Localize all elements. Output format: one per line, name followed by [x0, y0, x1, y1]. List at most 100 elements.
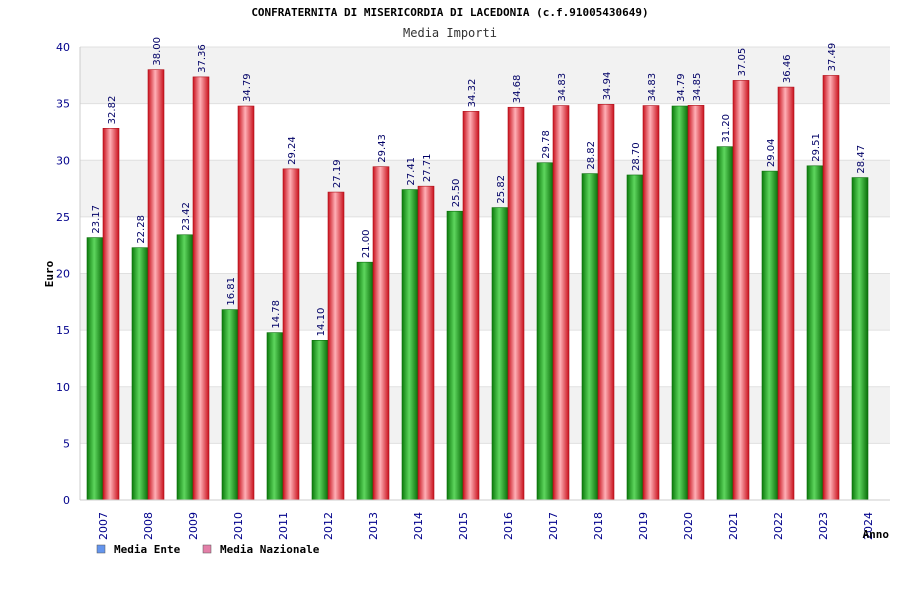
- x-tick-label: 2009: [187, 512, 200, 540]
- x-tick-label: 2024: [862, 512, 875, 540]
- value-label: 28.70: [631, 142, 642, 171]
- bar-media-ente: [131, 247, 149, 501]
- bar-media-nazionale: [777, 86, 795, 501]
- axes: 0 5 10 15 20 25 30 35 40 2007 2008 2009 2010 2011 2012…: [56, 41, 890, 540]
- value-label: 16.81: [226, 277, 237, 306]
- y-tick-label: 15: [56, 324, 70, 337]
- value-label: 28.82: [586, 141, 597, 170]
- bar-media-nazionale: [417, 185, 435, 501]
- bar-media-nazionale: [147, 69, 165, 501]
- value-label: 25.50: [451, 179, 462, 208]
- x-tick-label: 2019: [637, 512, 650, 540]
- bar-media-nazionale: [462, 111, 480, 501]
- value-label: 29.51: [811, 133, 822, 162]
- bar-media-nazionale: [282, 168, 300, 501]
- value-label: 34.79: [676, 73, 687, 102]
- grid-band: [80, 386, 890, 444]
- value-label: 34.68: [512, 75, 523, 104]
- bar-media-ente: [716, 146, 734, 501]
- legend-label: Media Ente: [114, 543, 181, 556]
- value-label: 21.00: [361, 230, 372, 259]
- chart-title: CONFRATERNITA DI MISERICORDIA DI LACEDON…: [251, 6, 648, 19]
- value-label: 37.05: [737, 48, 748, 77]
- value-label: 34.94: [602, 72, 613, 101]
- bar-media-ente: [761, 170, 779, 501]
- legend-swatch: [202, 544, 212, 554]
- value-label: 29.43: [377, 134, 388, 163]
- value-label: 29.78: [541, 130, 552, 159]
- value-label: 31.20: [721, 114, 732, 143]
- value-label: 32.82: [107, 96, 118, 125]
- value-label: 14.10: [316, 308, 327, 337]
- value-label: 27.19: [332, 159, 343, 188]
- value-label: 27.41: [406, 157, 417, 186]
- value-label: 34.83: [647, 73, 658, 102]
- value-label: 14.78: [271, 300, 282, 329]
- legend-label: Media Nazionale: [220, 543, 320, 556]
- value-label: 29.04: [766, 138, 777, 167]
- y-tick-label: 40: [56, 41, 70, 54]
- value-label: 36.46: [782, 54, 793, 83]
- legend: Media Ente Media Nazionale: [96, 543, 320, 556]
- grid-band: [80, 103, 890, 161]
- grid-band: [80, 47, 890, 104]
- value-label: 29.24: [287, 136, 298, 165]
- x-tick-label: 2007: [97, 512, 110, 540]
- x-tick-label: 2014: [412, 512, 425, 540]
- grid-band: [80, 330, 890, 387]
- value-label: 27.71: [422, 154, 433, 183]
- value-label: 34.32: [467, 79, 478, 108]
- bar-media-ente: [401, 189, 419, 501]
- y-tick-label: 30: [56, 154, 70, 167]
- x-tick-label: 2017: [547, 512, 560, 540]
- value-label: 37.36: [197, 44, 208, 73]
- bar-media-nazionale: [327, 191, 345, 501]
- bar-media-ente: [491, 207, 509, 501]
- bar-media-nazionale: [687, 105, 705, 501]
- value-label: 34.79: [242, 73, 253, 102]
- y-tick-label: 10: [56, 381, 70, 394]
- bar-media-ente: [176, 234, 194, 501]
- value-label: 34.85: [692, 73, 703, 102]
- x-tick-label: 2023: [817, 512, 830, 540]
- x-tick-label: 2018: [592, 512, 605, 540]
- legend-swatch: [96, 544, 106, 554]
- value-label: 28.47: [856, 145, 867, 174]
- bar-media-nazionale: [552, 105, 570, 501]
- bar-media-nazionale: [102, 128, 120, 501]
- bar-media-ente: [626, 174, 644, 501]
- y-tick-label: 0: [63, 494, 70, 507]
- value-label: 23.42: [181, 202, 192, 231]
- bar-media-ente: [311, 340, 329, 501]
- x-tick-label: 2010: [232, 512, 245, 540]
- bar-media-ente: [446, 210, 464, 501]
- bar-media-ente: [356, 261, 374, 501]
- bar-media-nazionale: [372, 166, 390, 501]
- y-tick-label: 25: [56, 211, 70, 224]
- value-label: 37.49: [827, 43, 838, 72]
- x-tick-label: 2011: [277, 512, 290, 540]
- value-label: 23.17: [91, 205, 102, 234]
- grid-band: [80, 443, 890, 500]
- bar-media-ente: [86, 237, 104, 501]
- x-tick-label: 2012: [322, 512, 335, 540]
- bar-media-nazionale: [642, 105, 660, 501]
- bar-media-nazionale: [507, 106, 525, 501]
- bar-media-nazionale: [732, 80, 750, 501]
- bar-media-ente: [851, 177, 869, 501]
- bar-media-ente: [536, 162, 554, 501]
- grid: [80, 46, 890, 501]
- value-label: 22.28: [136, 215, 147, 244]
- y-tick-label: 5: [63, 437, 70, 450]
- bar-media-ente: [581, 173, 599, 501]
- x-axis-label: Anno: [863, 528, 890, 541]
- x-tick-label: 2008: [142, 512, 155, 540]
- x-tick-label: 2022: [772, 512, 785, 540]
- bar-media-ente: [671, 105, 689, 501]
- bar-media-nazionale: [192, 76, 210, 501]
- bar-media-nazionale: [822, 75, 840, 501]
- grid-band: [80, 273, 890, 331]
- y-tick-label: 20: [56, 268, 70, 281]
- x-tick-label: 2016: [502, 512, 515, 540]
- y-tick-label: 35: [56, 98, 70, 111]
